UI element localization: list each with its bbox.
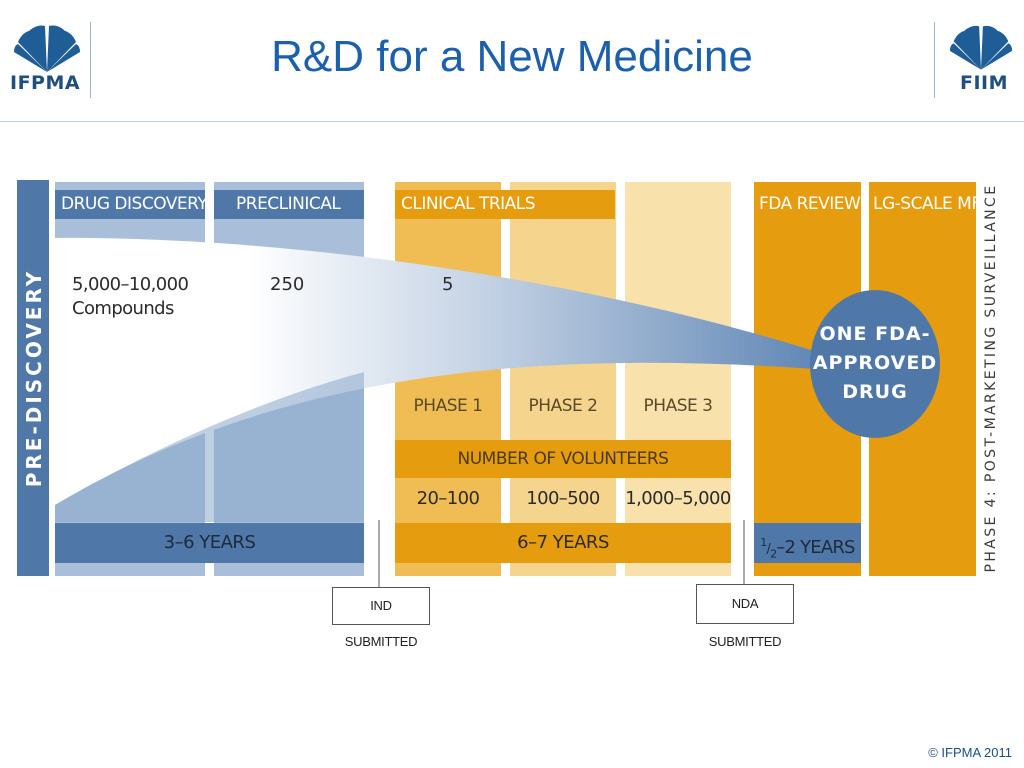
phase-1-label: PHASE 1 [413, 396, 483, 416]
pre-discovery-bar [17, 180, 49, 576]
phase-3-column [625, 182, 731, 576]
right-logo-divider [934, 22, 935, 98]
approved-drug-badge: ONE FDA- APPROVED DRUG [810, 290, 940, 438]
header-divider [0, 121, 1024, 122]
copyright: © IFPMA 2011 [928, 745, 1012, 760]
page-title: R&D for a New Medicine [271, 32, 753, 81]
phase-3-volunteers: 1,000–5,000 [625, 488, 731, 509]
phase-2-label: PHASE 2 [528, 396, 598, 416]
fiim-logo-text: FIIM [960, 72, 1009, 94]
ifpma-logo: IFPMA [10, 20, 90, 100]
phase-2-volunteers: 100–500 [526, 488, 600, 509]
fiim-logo: FIIM [944, 20, 1020, 100]
preclinical-count: 250 [270, 274, 305, 295]
phase-2-column [510, 182, 616, 576]
fan-leaf-icon [949, 25, 1013, 70]
badge-line-2: APPROVED [812, 352, 938, 374]
volunteers-header: NUMBER OF VOLUNTEERS [395, 440, 731, 478]
duration-fraction-denominator: 2 [770, 547, 777, 561]
nda-submitted-box: NDA SUBMITTED [696, 584, 794, 649]
duration-discovery-preclinical: 3–6 YEARS [55, 523, 364, 563]
stage-header-preclinical: PRECLINICAL [214, 190, 364, 219]
compound-funnel [55, 237, 830, 505]
stage-header-clinical-trials: CLINICAL TRIALS [395, 190, 615, 219]
duration-clinical: 6–7 YEARS [395, 523, 731, 563]
clinical-count: 5 [442, 274, 454, 295]
discovery-unit: Compounds [72, 298, 174, 319]
pre-discovery-label: PRE-DISCOVERY [22, 268, 46, 488]
stage-header-drug-discovery: DRUG DISCOVERY [55, 190, 205, 219]
phase-3-label: PHASE 3 [643, 396, 713, 416]
ind-submitted-box: IND SUBMITTED [332, 587, 430, 649]
left-logo-divider [90, 22, 91, 98]
fan-leaf-icon [14, 25, 80, 72]
ifpma-logo-text: IFPMA [10, 72, 81, 94]
duration-fraction-slash: / [766, 542, 771, 557]
badge-line-3: DRUG [842, 381, 908, 403]
duration-fraction-numerator: 1 [760, 536, 767, 549]
post-marketing-label: PHASE 4: POST-MARKETING SURVEILLANCE [983, 183, 999, 573]
discovery-count: 5,000–10,000 [72, 274, 189, 295]
funnel-lower-shade [55, 372, 364, 522]
stage-header-lg-scale-mfg: LG-SCALE MFG [869, 190, 976, 219]
phase-1-volunteers: 20–100 [416, 488, 480, 509]
duration-fda-review-text: –2 YEARS [776, 537, 855, 558]
stage-header-fda-review: FDA REVIEW [754, 190, 861, 219]
badge-line-1: ONE FDA- [819, 323, 931, 345]
duration-fda-review: 1/2–2 YEARS [754, 523, 861, 563]
